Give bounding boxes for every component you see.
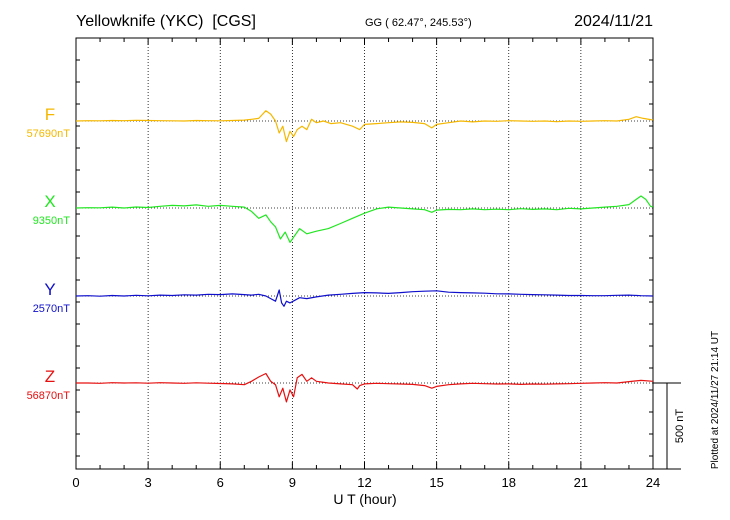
- series-name-f: F: [45, 105, 55, 124]
- series-baseline-f: 57690nT: [27, 128, 71, 140]
- series-line-f: [75, 110, 654, 143]
- x-axis-label: U T (hour): [333, 491, 396, 507]
- scale-bar-label: 500 nT: [674, 409, 686, 444]
- x-tick-label-21: 21: [574, 475, 588, 490]
- x-tick-label-15: 15: [429, 475, 443, 490]
- x-tick-label-24: 24: [646, 475, 660, 490]
- series-line-y: [75, 289, 654, 307]
- baseline-lines: [76, 120, 653, 384]
- series-line-x: [75, 195, 654, 243]
- plotted-timestamp: Plotted at 2024/11/27 21:14 UT: [710, 331, 721, 469]
- series-baseline-y: 2570nT: [33, 303, 71, 315]
- x-tick-label-9: 9: [289, 475, 296, 490]
- station-title: Yellowknife (YKC) [CGS]: [76, 13, 256, 30]
- series-name-x: X: [44, 192, 55, 211]
- series-group: [75, 110, 654, 403]
- series-name-z: Z: [45, 367, 55, 386]
- series-labels: F 57690nT X 9350nT Y 2570nT Z 56870nT: [27, 105, 71, 402]
- grid-lines: [147, 38, 582, 469]
- x-tick-label-6: 6: [217, 475, 224, 490]
- scale-bar: [653, 382, 681, 470]
- x-tick-label-3: 3: [145, 475, 152, 490]
- series-baseline-x: 9350nT: [33, 215, 71, 227]
- x-tick-label-12: 12: [357, 475, 371, 490]
- x-tick-label-0: 0: [72, 475, 79, 490]
- x-tick-labels: 0 3 6 9 12 15 18 21 24: [72, 475, 660, 490]
- axis-ticks: [75, 38, 654, 469]
- series-line-z: [76, 372, 654, 403]
- series-baseline-z: 56870nT: [27, 390, 71, 402]
- date-label: 2024/11/21: [574, 13, 653, 30]
- series-name-y: Y: [44, 280, 55, 299]
- x-tick-label-18: 18: [502, 475, 516, 490]
- coordinates-label: GG ( 62.47°, 245.53°): [365, 17, 472, 29]
